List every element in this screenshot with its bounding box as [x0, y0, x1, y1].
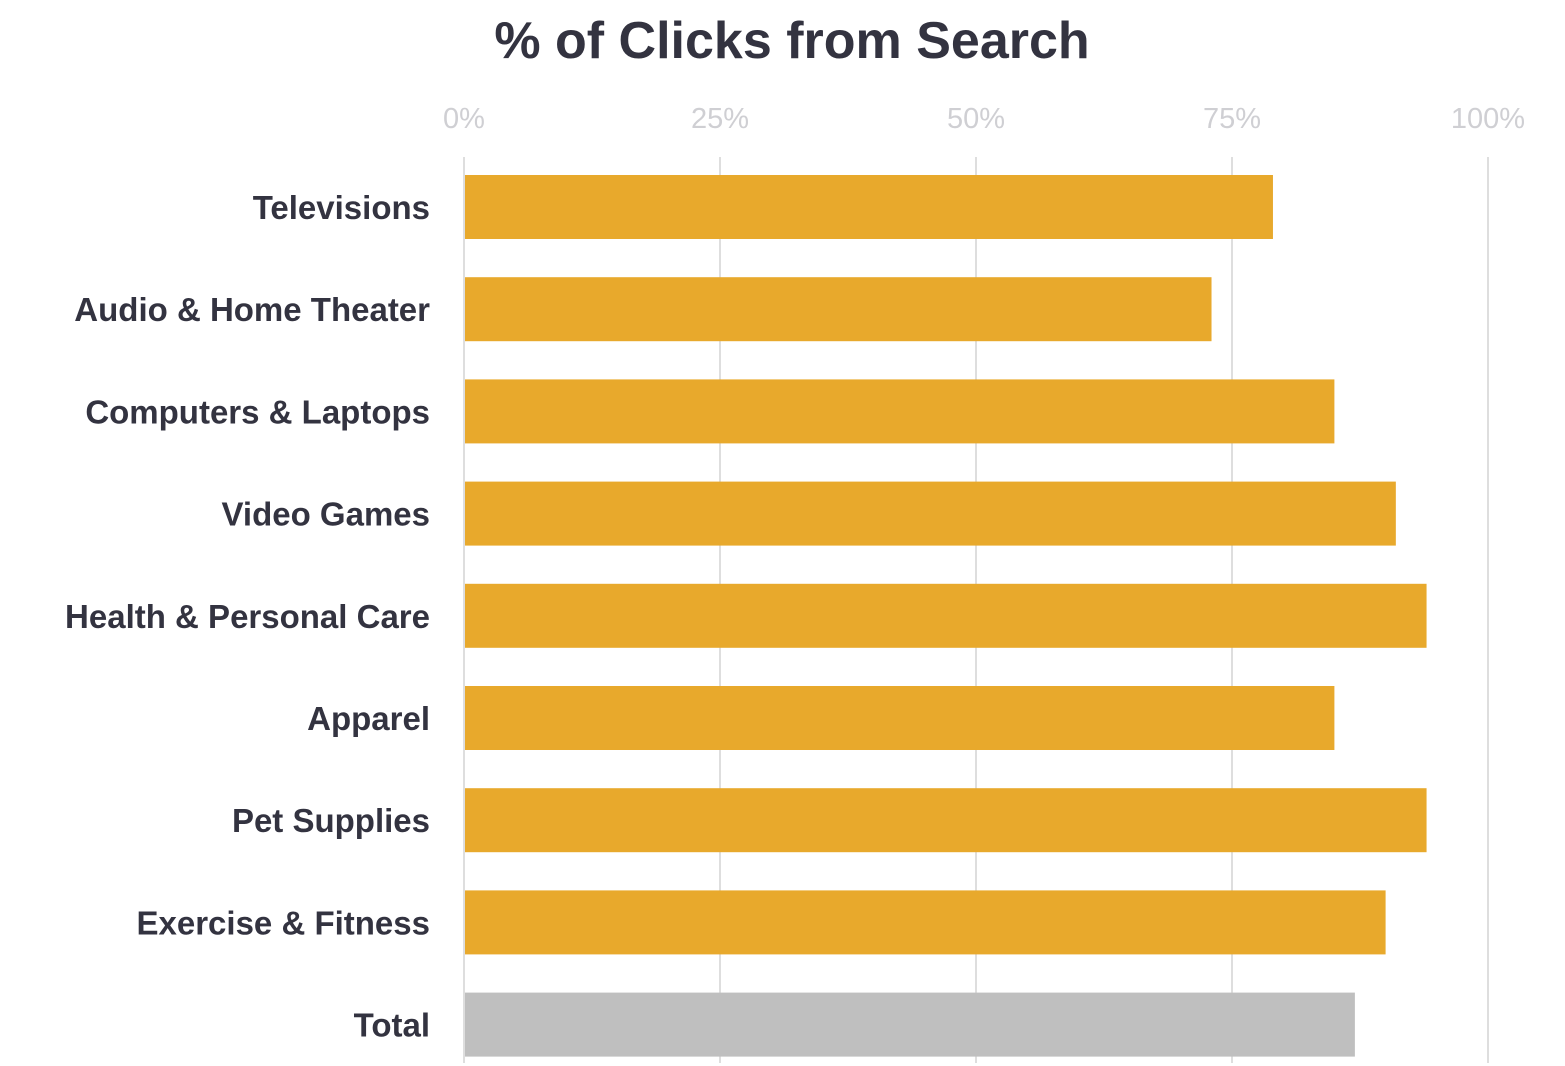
- x-tick-label-25: 25%: [691, 103, 749, 135]
- category-label-total: Total: [354, 1007, 430, 1044]
- x-tick-label-100: 100%: [1451, 103, 1525, 135]
- bar-video-games: [465, 481, 1396, 546]
- category-label-video-games: Video Games: [222, 496, 431, 533]
- bars: [465, 175, 1427, 1057]
- x-tick-label-0: 0%: [443, 103, 485, 135]
- x-tick-label-50: 50%: [947, 103, 1005, 135]
- category-label-exercise-fitness: Exercise & Fitness: [137, 904, 431, 941]
- x-tick-label-75: 75%: [1203, 103, 1261, 135]
- category-label-apparel: Apparel: [307, 700, 430, 737]
- category-label-computers-laptops: Computers & Laptops: [85, 393, 430, 430]
- bar-total: [465, 992, 1355, 1057]
- bar-audio-home-theater: [465, 277, 1212, 342]
- bar-computers-laptops: [465, 379, 1335, 444]
- category-label-pet-supplies: Pet Supplies: [232, 802, 430, 839]
- category-label-televisions: Televisions: [253, 189, 430, 226]
- bar-televisions: [465, 175, 1273, 239]
- category-labels: Televisions Audio & Home Theater Computers…: [65, 189, 430, 1044]
- bar-pet-supplies: [465, 788, 1427, 853]
- x-axis-ticks: 0% 25% 50% 75% 100%: [443, 103, 1525, 135]
- bar-health-personal-care: [465, 583, 1427, 648]
- bar-exercise-fitness: [465, 890, 1386, 955]
- category-label-audio-home-theater: Audio & Home Theater: [74, 291, 430, 328]
- category-label-health-personal-care: Health & Personal Care: [65, 598, 430, 635]
- chart-title: % of Clicks from Search: [494, 12, 1089, 70]
- bar-apparel: [465, 686, 1335, 750]
